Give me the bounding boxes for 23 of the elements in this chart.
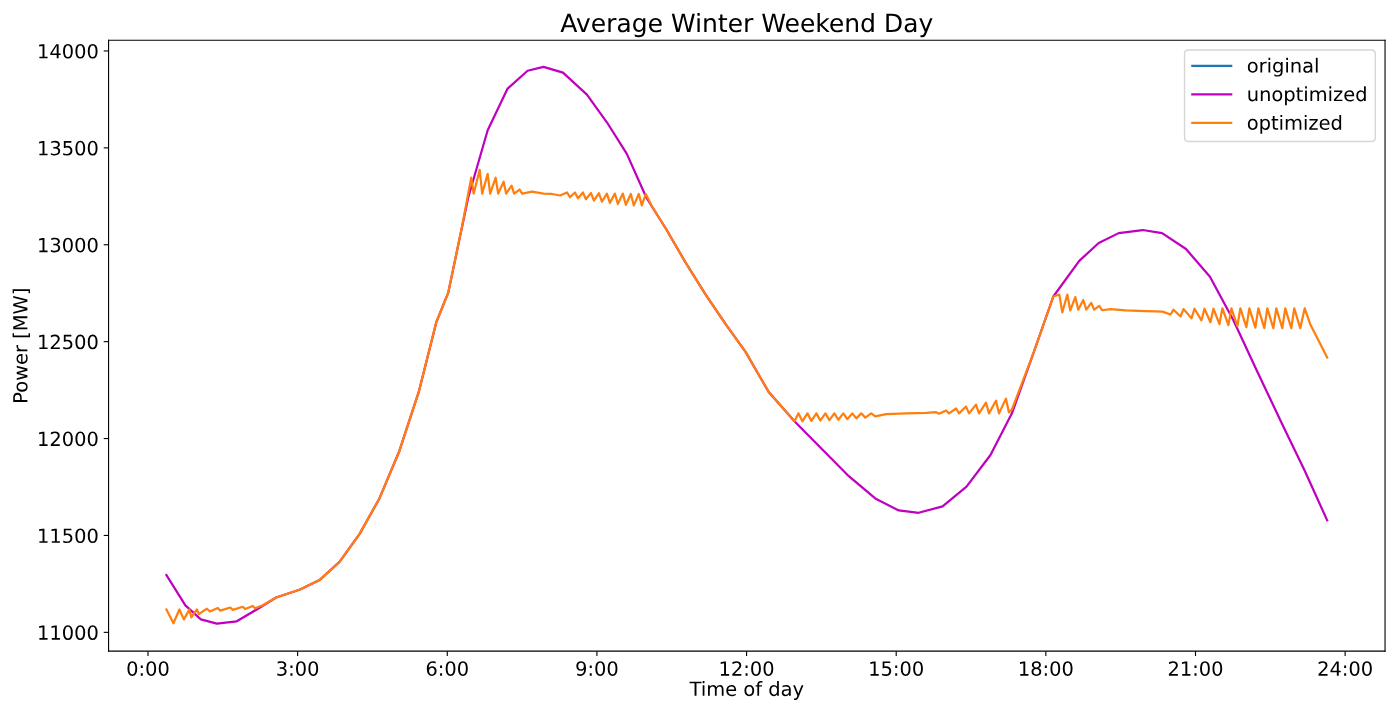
line-series [165, 168, 1329, 625]
y-axis-title: Power [MW] [12, 289, 30, 402]
y-tick-label: 11500 [39, 528, 98, 544]
y-tick-label: 12000 [39, 431, 98, 447]
x-tick-label: 9:00 [576, 661, 618, 676]
x-tick-label: 6:00 [426, 661, 468, 676]
x-axis-title: Time of day [689, 681, 804, 700]
chart-title: Average Winter Weekend Day [560, 12, 933, 38]
y-tick-label: 11000 [39, 625, 98, 641]
x-tick-label: 0:00 [127, 661, 169, 676]
x-tick-label: 12:00 [720, 661, 774, 676]
legend-label: original [1247, 57, 1318, 77]
x-tick-label: 21:00 [1168, 661, 1223, 676]
y-tick-label: 14000 [39, 43, 98, 59]
x-tick-label: 3:00 [277, 661, 319, 676]
x-tick-label: 18:00 [1019, 661, 1073, 676]
x-tick-label: 15:00 [870, 661, 923, 676]
y-tick-label: 13000 [39, 237, 98, 253]
y-tick-label: 12500 [39, 334, 98, 350]
legend-label: unoptimized [1248, 86, 1366, 106]
y-tick-label: 13500 [39, 140, 98, 156]
legend-label: optimized [1247, 114, 1342, 134]
x-tick-label: 24:00 [1318, 661, 1372, 676]
